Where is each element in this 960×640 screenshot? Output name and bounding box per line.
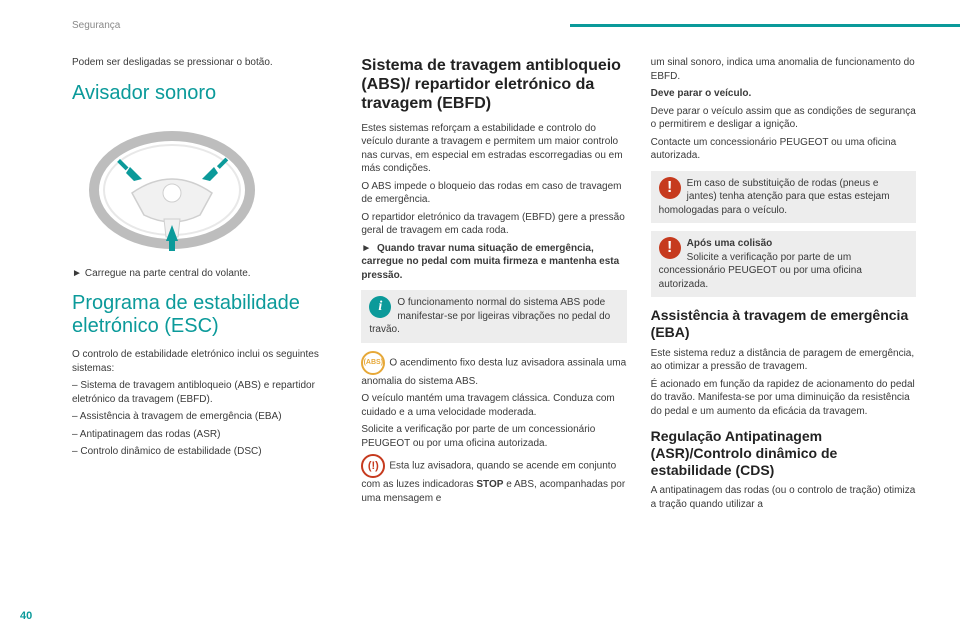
heading-esc: Programa de estabilidade eletrónico (ESC… <box>72 292 337 338</box>
callout-abs-info: i O funcionamento normal do sistema ABS … <box>361 290 626 343</box>
col1-caption-text: Carregue na parte central do volante. <box>85 268 251 279</box>
col3-p3: Deve parar o veículo assim que as condiç… <box>651 105 916 132</box>
col3-p6: É acionado em função da rapidez de acion… <box>651 378 916 419</box>
info-icon: i <box>369 296 391 318</box>
callout-wheels: ! Em caso de substituição de rodas (pneu… <box>651 171 916 224</box>
col2-p6: O veículo mantém uma travagem clássica. … <box>361 392 626 419</box>
column-1: Podem ser desligadas se pressionar o bot… <box>72 56 337 590</box>
content-columns: Podem ser desligadas se pressionar o bot… <box>72 56 916 590</box>
column-3: um sinal sonoro, indica uma anomalia de … <box>651 56 916 590</box>
col1-caption: ►Carregue na parte central do volante. <box>72 267 337 281</box>
col1-li1: – Sistema de travagem antibloqueio (ABS)… <box>72 379 337 406</box>
col1-li3: – Antipatinagem das rodas (ASR) <box>72 428 337 442</box>
heading-eba: Assistência à travagem de emergência (EB… <box>651 307 916 341</box>
col1-li2: – Assistência à travagem de emergência (… <box>72 410 337 424</box>
col1-p2: O controlo de estabilidade eletrónico in… <box>72 348 337 375</box>
col1-li1-text: Sistema de travagem antibloqueio (ABS) e… <box>72 380 315 405</box>
callout-abs-text: O funcionamento normal do sistema ABS po… <box>369 297 610 335</box>
col2-p4: ► Quando travar numa situação de emergên… <box>361 242 626 283</box>
col2-p4-text: Quando travar numa situação de emergênci… <box>361 243 619 281</box>
col2-p8: (!)Esta luz avisadora, quando se acende … <box>361 454 626 505</box>
col3-p5: Este sistema reduz a distância de parage… <box>651 347 916 374</box>
heading-abs: Sistema de travagem antibloqueio (ABS)/ … <box>361 56 626 114</box>
heading-asr: Regulação Antipatinagem (ASR)/Controlo d… <box>651 428 916 478</box>
col2-p2: O ABS impede o bloqueio das rodas em cas… <box>361 180 626 207</box>
callout-collision: ! Após uma colisão Solicite a verificaçã… <box>651 231 916 297</box>
warning-icon: ! <box>659 237 681 259</box>
col3-p7: A antipatinagem das rodas (ou o controlo… <box>651 484 916 511</box>
stop-warning-icon: (!) <box>361 454 385 478</box>
callout-collision-text: Solicite a verificação por parte de um c… <box>659 252 862 290</box>
callout-collision-title: Após uma colisão <box>687 238 773 249</box>
section-header: Segurança <box>72 20 120 31</box>
warning-icon: ! <box>659 177 681 199</box>
col3-p2: Deve parar o veículo. <box>651 87 916 101</box>
col2-p5-text: O acendimento fixo desta luz avisadora a… <box>361 357 626 386</box>
col2-p3: O repartidor eletrónico da travagem (EBF… <box>361 211 626 238</box>
col3-p1: um sinal sonoro, indica uma anomalia de … <box>651 56 916 83</box>
heading-avisador: Avisador sonoro <box>72 82 337 105</box>
callout-wheels-text: Em caso de substituição de rodas (pneus … <box>659 178 890 216</box>
col3-p4: Contacte um concessionário PEUGEOT ou um… <box>651 136 916 163</box>
page-number: 40 <box>20 610 32 622</box>
col2-p5: (ABS)O acendimento fixo desta luz avisad… <box>361 351 626 389</box>
column-2: Sistema de travagem antibloqueio (ABS)/ … <box>361 56 626 590</box>
steering-wheel-figure <box>72 115 272 255</box>
col2-p7: Solicite a verificação por parte de um c… <box>361 423 626 450</box>
header-rule <box>570 24 960 27</box>
col1-li2-text: Assistência à travagem de emergência (EB… <box>80 411 282 422</box>
col1-li3-text: Antipatinagem das rodas (ASR) <box>80 429 221 440</box>
col1-li4-text: Controlo dinâmico de estabilidade (DSC) <box>80 446 261 457</box>
col2-p8b: STOP <box>476 479 503 490</box>
col1-intro: Podem ser desligadas se pressionar o bot… <box>72 56 337 70</box>
abs-warning-icon: (ABS) <box>361 351 385 375</box>
col1-li4: – Controlo dinâmico de estabilidade (DSC… <box>72 445 337 459</box>
col2-p1: Estes sistemas reforçam a estabilidade e… <box>361 122 626 176</box>
